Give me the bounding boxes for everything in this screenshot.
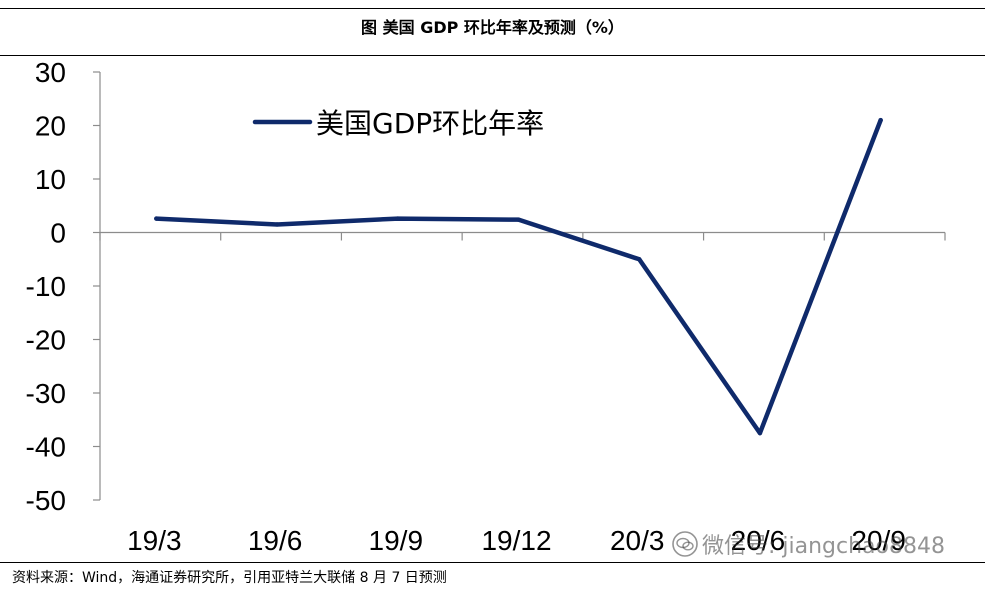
source-note: 资料来源：Wind，海通证券研究所，引用亚特兰大联储 8 月 7 日预测 (12, 570, 447, 586)
x-tick-label: 20/9 (851, 525, 906, 556)
x-tick-label: 20/3 (610, 525, 665, 556)
x-tick-label: 19/9 (369, 525, 424, 556)
chart-title: 图 美国 GDP 环比年率及预测（%） (361, 18, 624, 37)
x-tick-label: 19/3 (127, 525, 182, 556)
y-tick-label: -30 (26, 378, 66, 409)
y-tick-label: 0 (50, 218, 66, 249)
x-tick-label: 20/6 (731, 525, 786, 556)
y-tick-label: 20 (35, 111, 66, 142)
y-tick-label: 30 (35, 57, 66, 88)
y-tick-label: -50 (26, 485, 66, 516)
series-group (154, 117, 883, 436)
legend: 美国GDP环比年率 (252, 107, 544, 140)
series-line (154, 117, 883, 436)
y-tick-label: 10 (35, 164, 66, 195)
wechat-icon (672, 531, 698, 557)
data-point (878, 117, 883, 123)
x-tick-label: 19/12 (481, 525, 551, 556)
x-tick-label: 19/6 (248, 525, 303, 556)
watermark: 微信号: jiangchao8848 (672, 528, 945, 560)
data-point (516, 217, 521, 222)
data-point (637, 257, 642, 262)
y-tick-label: -40 (26, 432, 66, 463)
y-tick-label: -10 (26, 271, 66, 302)
top-rule (0, 8, 985, 9)
bottom-rule (0, 562, 985, 563)
data-point (154, 216, 159, 221)
title-rule (0, 55, 985, 56)
y-axis-ticks: 30 20 10 0 -10 -20 -30 -40 -50 (26, 57, 100, 516)
data-point (757, 430, 763, 436)
line-chart: 30 20 10 0 -10 -20 -30 -40 -50 19/3 19/6 19/9 19/12… (26, 57, 946, 556)
x-axis-ticks: 19/3 19/6 19/9 19/12 20/3 20/6 20/9 (99, 232, 946, 556)
legend-label: 美国GDP环比年率 (316, 107, 544, 140)
data-point (274, 222, 280, 227)
watermark-text: 微信号: jiangchao8848 (702, 534, 945, 559)
y-tick-label: -20 (26, 325, 66, 356)
data-point (395, 216, 400, 221)
